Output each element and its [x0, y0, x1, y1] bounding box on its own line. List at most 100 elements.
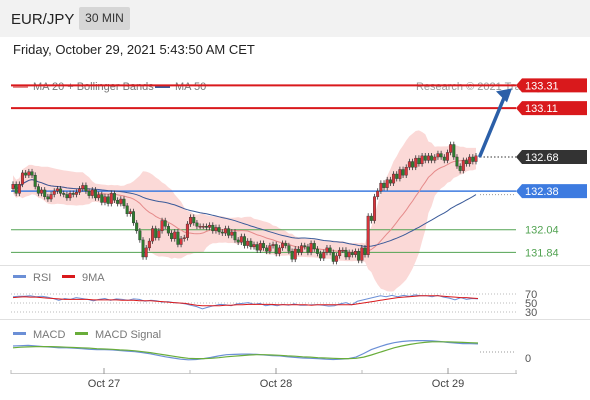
candle-bullish	[414, 157, 418, 168]
candle-bullish	[420, 155, 424, 165]
timestamp: Friday, October 29, 2021 5:43:50 AM CET	[13, 42, 255, 57]
candle-bearish	[430, 155, 434, 161]
candle-bullish	[271, 244, 275, 246]
rsi-tick-label: 70	[525, 289, 537, 301]
candle-bearish	[471, 156, 475, 162]
header-bar: EUR/JPY 30 MIN	[0, 0, 590, 37]
candle-bearish	[217, 227, 221, 233]
candle-bearish	[163, 220, 167, 227]
time-tick-label: Oct 29	[432, 378, 464, 390]
candle-bearish	[227, 228, 231, 236]
candle-bearish	[395, 173, 399, 179]
candle-bullish	[436, 153, 440, 158]
candle-bearish	[249, 240, 253, 247]
candle-bullish	[11, 184, 15, 190]
candle-bearish	[43, 189, 47, 197]
candle-bearish	[211, 224, 215, 232]
candle-bullish	[109, 193, 113, 204]
candle-bullish	[151, 228, 155, 242]
price-label-pivot: 132.38	[525, 186, 559, 198]
candle-bearish	[166, 226, 170, 234]
candle-bullish	[185, 223, 189, 238]
candle-bearish	[87, 190, 91, 196]
candle-bearish	[242, 236, 246, 246]
candle-bullish	[90, 189, 94, 196]
candle-bearish	[106, 196, 110, 204]
candle-bearish	[59, 188, 63, 194]
candle-bullish	[179, 238, 183, 245]
candle-bearish	[30, 171, 34, 176]
candle-bearish	[411, 161, 415, 168]
candle-bearish	[357, 251, 361, 261]
macd-signal-line	[12, 341, 479, 360]
candle-bearish	[401, 169, 405, 176]
candle-bullish	[157, 230, 161, 238]
candle-bullish	[325, 247, 329, 253]
candle-bullish	[189, 217, 193, 225]
candle-bearish	[132, 211, 136, 224]
candle-bullish	[68, 193, 72, 199]
forecast-arrow-head	[496, 88, 512, 103]
candle-bearish	[284, 243, 288, 246]
legend-macd-signal: MACD Signal	[95, 329, 161, 341]
candle-bullish	[379, 182, 383, 192]
candle-bullish	[376, 190, 380, 197]
candle-bearish	[154, 228, 158, 238]
legend-swatch-rsi-ma	[62, 275, 75, 278]
candle-bearish	[442, 156, 446, 161]
candle-bearish	[319, 253, 323, 259]
price-label-support: 132.04	[525, 225, 559, 237]
candle-bearish	[452, 144, 456, 158]
candle-bullish	[468, 156, 472, 165]
candle-bearish	[262, 243, 266, 249]
candle-bearish	[100, 194, 104, 203]
price-label-resistance: 133.31	[525, 80, 559, 92]
candle-bearish	[369, 215, 373, 221]
candle-bearish	[306, 246, 310, 253]
candle-bullish	[360, 247, 364, 261]
price-tag-pivot	[516, 184, 587, 199]
candle-bullish	[128, 211, 132, 214]
candle-bullish	[404, 167, 408, 176]
legend-rsi: RSI	[33, 272, 51, 284]
candle-bearish	[344, 249, 348, 258]
candle-bullish	[309, 243, 313, 253]
candle-bullish	[474, 155, 478, 162]
candle-bullish	[198, 226, 202, 228]
candle-bearish	[116, 199, 120, 204]
bollinger-band-layer	[13, 130, 476, 292]
candle-bullish	[160, 220, 164, 232]
candle-bearish	[382, 182, 386, 188]
legend-swatch-ma20	[13, 85, 28, 88]
candle-bullish	[81, 185, 85, 190]
candle-bearish	[328, 247, 332, 253]
candle-bullish	[341, 249, 345, 252]
candle-bullish	[373, 196, 377, 221]
currency-pair-title: EUR/JPY	[11, 11, 75, 28]
timeframe-button[interactable]: 30 MIN	[79, 7, 130, 30]
candle-bearish	[331, 252, 335, 262]
candle-bearish	[439, 153, 443, 158]
candle-bearish	[290, 251, 294, 260]
candle-bullish	[55, 188, 59, 192]
candle-bearish	[350, 252, 354, 255]
candle-bearish	[363, 247, 367, 255]
price-labels-layer: 133.31 133.11 132.38 132.04 131.84 132.68	[478, 78, 587, 259]
candle-bearish	[274, 244, 278, 254]
candle-bullish	[392, 173, 396, 184]
candle-bearish	[464, 160, 468, 165]
legend-swatch-rsi	[13, 275, 26, 278]
candle-bearish	[458, 165, 462, 171]
candle-bullish	[449, 144, 453, 153]
candle-bullish	[322, 252, 326, 259]
candle-bearish	[71, 193, 75, 195]
price-label-last: 132.68	[525, 152, 559, 164]
ma50-line	[12, 179, 477, 248]
candle-bearish	[195, 222, 199, 227]
candle-bearish	[141, 239, 145, 258]
candle-bullish	[385, 179, 389, 188]
price-tag-resistance	[516, 78, 587, 93]
candle-bearish	[122, 198, 126, 207]
legend-macd: MACD	[33, 329, 65, 341]
